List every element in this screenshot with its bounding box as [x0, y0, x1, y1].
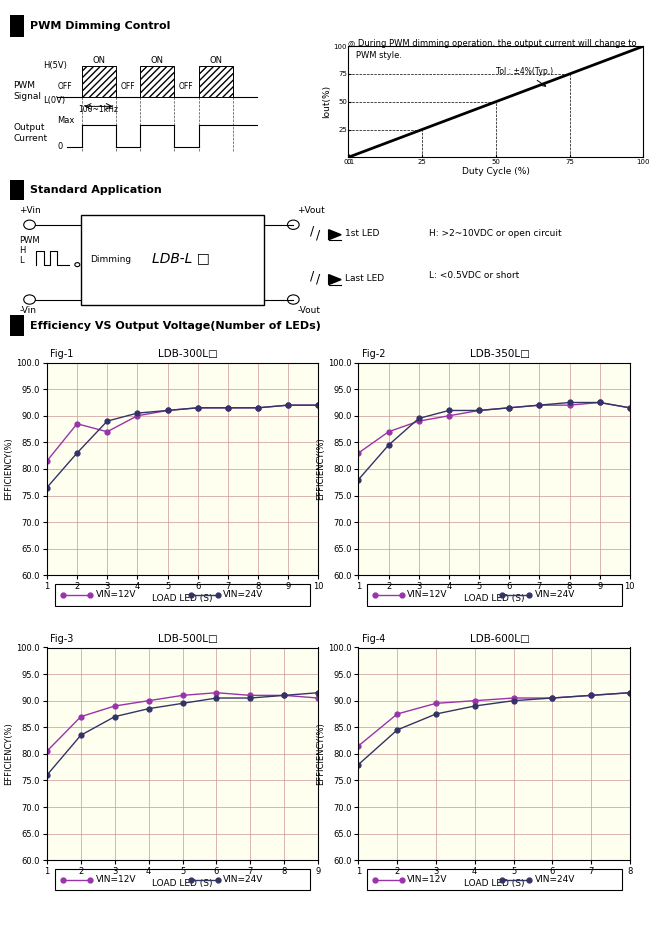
Text: LDB-600L□: LDB-600L□ — [470, 634, 529, 644]
Y-axis label: EFFICIENCY(%): EFFICIENCY(%) — [5, 722, 13, 785]
Text: +Vin: +Vin — [19, 206, 41, 216]
Text: Current: Current — [13, 133, 48, 142]
Polygon shape — [329, 229, 341, 240]
Bar — [10, 179, 24, 200]
Circle shape — [287, 220, 299, 229]
Circle shape — [23, 220, 36, 229]
Text: 0: 0 — [57, 142, 62, 151]
Text: PWM: PWM — [19, 236, 40, 245]
Text: VIN=12V: VIN=12V — [407, 590, 448, 599]
Circle shape — [75, 263, 80, 266]
Text: H: >2~10VDC or open circuit: H: >2~10VDC or open circuit — [429, 229, 561, 238]
Text: Efficiency VS Output Voltage(Number of LEDs): Efficiency VS Output Voltage(Number of L… — [29, 321, 320, 330]
Polygon shape — [140, 66, 174, 96]
Text: /: / — [310, 225, 314, 238]
X-axis label: Duty Cycle (%): Duty Cycle (%) — [462, 167, 530, 177]
Polygon shape — [82, 215, 264, 304]
Circle shape — [287, 295, 299, 304]
Text: Standard Application: Standard Application — [29, 185, 161, 194]
Text: PWM: PWM — [13, 81, 36, 90]
Text: VIN=24V: VIN=24V — [535, 590, 576, 599]
Text: 1st LED: 1st LED — [345, 229, 380, 239]
Text: ON: ON — [151, 56, 163, 65]
Text: L: L — [19, 256, 24, 265]
Y-axis label: EFFICIENCY(%): EFFICIENCY(%) — [316, 438, 325, 500]
Text: PWM Dimming Control: PWM Dimming Control — [29, 21, 170, 31]
Text: VIN=12V: VIN=12V — [96, 875, 136, 884]
Text: /: / — [316, 228, 320, 241]
Text: Dimming: Dimming — [90, 255, 131, 265]
Text: /: / — [310, 269, 314, 283]
Text: PWM style.: PWM style. — [348, 51, 403, 60]
Text: H: H — [19, 246, 25, 255]
X-axis label: LOAD LED (S): LOAD LED (S) — [152, 594, 213, 603]
Text: Signal: Signal — [13, 92, 42, 101]
Text: Tol : ±4%(Typ.): Tol : ±4%(Typ.) — [496, 67, 553, 86]
Text: LDB-300L□: LDB-300L□ — [158, 349, 218, 359]
Text: LDB-L □: LDB-L □ — [152, 251, 210, 265]
Text: VIN=24V: VIN=24V — [535, 875, 576, 884]
Polygon shape — [329, 275, 341, 285]
X-axis label: LOAD LED (S): LOAD LED (S) — [152, 879, 213, 888]
Text: Fig-4: Fig-4 — [362, 634, 385, 644]
Polygon shape — [82, 66, 116, 96]
Text: VIN=24V: VIN=24V — [223, 875, 264, 884]
Text: H(5V): H(5V) — [43, 61, 66, 70]
Text: LDB-350L□: LDB-350L□ — [470, 349, 529, 359]
Text: /: / — [316, 273, 320, 286]
Text: VIN=24V: VIN=24V — [223, 590, 264, 599]
Y-axis label: EFFICIENCY(%): EFFICIENCY(%) — [316, 722, 325, 785]
Text: Max: Max — [57, 116, 74, 125]
Text: L(0V): L(0V) — [43, 96, 65, 105]
Text: Fig-1: Fig-1 — [50, 349, 74, 359]
Text: OFF: OFF — [57, 82, 72, 91]
Text: Fig-2: Fig-2 — [362, 349, 385, 359]
Text: -Vout: -Vout — [297, 306, 320, 314]
Text: OFF: OFF — [121, 82, 135, 91]
Text: +Vout: +Vout — [297, 206, 325, 216]
Text: VIN=12V: VIN=12V — [407, 875, 448, 884]
X-axis label: LOAD LED (S): LOAD LED (S) — [464, 879, 525, 888]
Text: ON: ON — [92, 56, 105, 65]
Y-axis label: EFFICIENCY(%): EFFICIENCY(%) — [5, 438, 13, 500]
Bar — [10, 315, 24, 336]
Text: 100~1kHz: 100~1kHz — [78, 105, 119, 114]
Text: LDB-500L□: LDB-500L□ — [158, 634, 218, 644]
Text: OFF: OFF — [179, 82, 194, 91]
Text: -Vin: -Vin — [19, 306, 36, 314]
Text: ON: ON — [209, 56, 222, 65]
Text: Fig-3: Fig-3 — [50, 634, 74, 644]
Y-axis label: Iout(%): Iout(%) — [322, 85, 331, 118]
Text: ◎ During PWM dimming operation, the output current will change to: ◎ During PWM dimming operation, the outp… — [348, 39, 637, 48]
Text: Last LED: Last LED — [345, 274, 385, 283]
X-axis label: LOAD LED (S): LOAD LED (S) — [464, 594, 525, 603]
Polygon shape — [198, 66, 232, 96]
Bar — [10, 15, 24, 37]
Circle shape — [23, 295, 36, 304]
Text: Output: Output — [13, 123, 45, 131]
Text: L: <0.5VDC or short: L: <0.5VDC or short — [429, 271, 519, 279]
Text: VIN=12V: VIN=12V — [96, 590, 136, 599]
